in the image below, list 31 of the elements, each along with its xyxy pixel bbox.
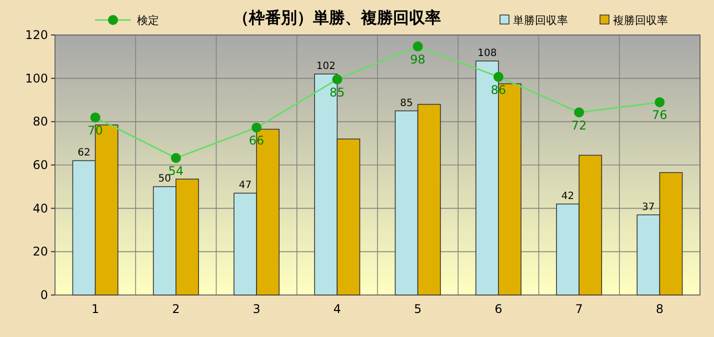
x-tick-label: 5 — [414, 302, 422, 316]
chart-title: （枠番別）単勝、複勝回収率 — [233, 8, 441, 27]
data-label: 85 — [400, 98, 413, 109]
data-label: 98 — [410, 52, 426, 66]
data-label: 47 — [238, 180, 252, 192]
data-label: 37 — [642, 202, 655, 213]
y-tick-label: 20 — [32, 244, 48, 259]
legend-label: 複勝回収率 — [613, 14, 668, 27]
y-tick-label: 100 — [25, 71, 48, 86]
y-tick-label: 40 — [32, 201, 48, 216]
y-tick-label: 0 — [40, 288, 48, 302]
legend-label: 検定 — [137, 14, 159, 27]
y-tick-label: 60 — [32, 158, 48, 172]
x-tick-label: 8 — [656, 302, 664, 316]
data-label: 50 — [158, 174, 172, 185]
legend-label: 単勝回収率 — [513, 14, 568, 27]
x-tick-label: 2 — [172, 302, 180, 316]
data-label: 62 — [78, 148, 90, 159]
x-tick-label: 7 — [575, 302, 583, 316]
data-label: 86 — [490, 82, 506, 97]
y-tick-label: 80 — [32, 114, 48, 129]
x-tick-label: 3 — [252, 302, 260, 316]
x-tick-label: 6 — [494, 302, 502, 316]
x-tick-label: 4 — [333, 302, 342, 316]
data-label: 42 — [561, 191, 574, 202]
y-tick-label: 120 — [25, 28, 48, 42]
data-label: 76 — [652, 108, 668, 122]
x-tick-label: 1 — [91, 302, 100, 316]
data-label: 102 — [316, 61, 336, 72]
data-label: 108 — [478, 48, 497, 59]
data-label: 72 — [571, 118, 587, 132]
